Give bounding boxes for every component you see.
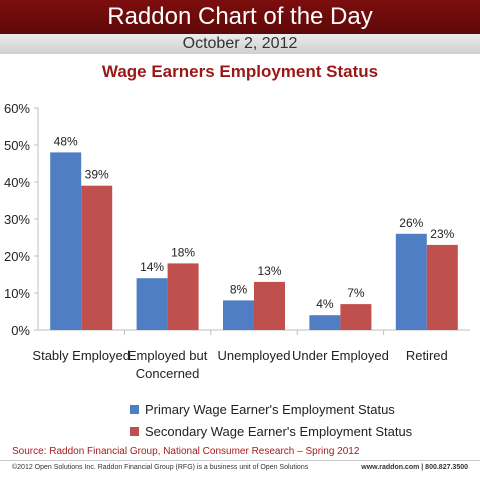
data-label-secondary: 7% xyxy=(347,286,365,300)
x-tick-label: Unemployed xyxy=(218,348,291,363)
bar-primary xyxy=(309,315,341,330)
data-label-primary: 4% xyxy=(316,297,334,311)
data-label-primary: 26% xyxy=(399,216,423,230)
legend-swatch-secondary xyxy=(130,426,139,436)
legend-swatch-primary xyxy=(130,404,139,414)
footer-divider xyxy=(0,460,480,461)
bar-secondary xyxy=(340,304,372,330)
legend-label-secondary: Secondary Wage Earner's Employment Statu… xyxy=(145,423,413,439)
legend-label-primary: Primary Wage Earner's Employment Status xyxy=(145,401,395,417)
header-date: October 2, 2012 xyxy=(182,35,298,52)
y-tick-label: 40% xyxy=(4,175,30,190)
bar-secondary xyxy=(426,244,458,330)
x-tick-label: Retired xyxy=(406,348,448,363)
x-tick-label: Under Employed xyxy=(292,348,389,363)
y-tick-label: 0% xyxy=(11,323,30,338)
data-label-secondary: 23% xyxy=(430,227,454,241)
data-label-secondary: 13% xyxy=(257,264,281,278)
bar-primary xyxy=(50,152,82,330)
bar-secondary xyxy=(81,185,113,330)
data-label-primary: 14% xyxy=(140,260,164,274)
y-tick-label: 50% xyxy=(4,138,30,153)
bar-primary xyxy=(223,300,254,330)
source-note: Source: Raddon Financial Group, National… xyxy=(12,446,360,457)
y-tick-label: 20% xyxy=(4,249,30,264)
bar-primary xyxy=(395,233,427,330)
legend-item-secondary: Secondary Wage Earner's Employment Statu… xyxy=(130,420,412,442)
bar-secondary xyxy=(254,281,285,330)
y-tick-label: 10% xyxy=(4,286,30,301)
data-label-primary: 8% xyxy=(230,282,248,296)
x-tick-label: Employed but xyxy=(128,348,208,363)
y-tick-label: 30% xyxy=(4,212,30,227)
x-tick-label: Stably Employed xyxy=(32,348,130,363)
bar-primary xyxy=(136,278,168,330)
contact-info: www.raddon.com | 800.827.3500 xyxy=(361,464,468,471)
data-label-primary: 48% xyxy=(54,134,78,148)
header-title: Raddon Chart of the Day xyxy=(107,3,373,30)
header-banner: Raddon Chart of the Day xyxy=(0,0,480,34)
bar-secondary xyxy=(167,263,199,330)
y-tick-label: 60% xyxy=(4,101,30,116)
chart-title: Wage Earners Employment Status xyxy=(101,62,379,81)
x-tick-label: Concerned xyxy=(136,366,200,381)
legend: Primary Wage Earner's Employment Status … xyxy=(130,398,412,442)
data-label-secondary: 18% xyxy=(171,245,195,259)
date-bar: October 2, 2012 xyxy=(0,34,480,54)
copyright-note: ©2012 Open Solutions Inc. Raddon Financi… xyxy=(12,464,309,471)
legend-item-primary: Primary Wage Earner's Employment Status xyxy=(130,398,412,420)
data-label-secondary: 39% xyxy=(85,168,109,182)
